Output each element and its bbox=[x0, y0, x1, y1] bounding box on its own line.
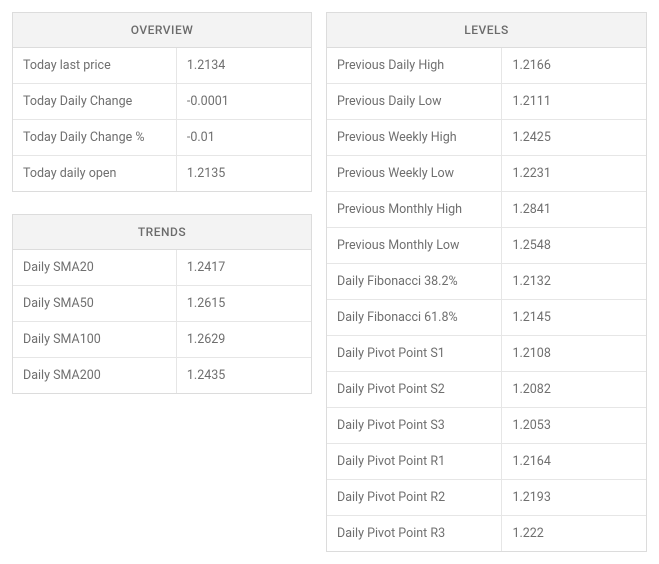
right-column: LEVELS Previous Daily High1.2166Previous… bbox=[326, 12, 647, 552]
overview-panel: OVERVIEW Today last price1.2134Today Dai… bbox=[12, 12, 312, 192]
row-value: 1.2135 bbox=[177, 156, 311, 191]
table-row: Today Daily Change-0.0001 bbox=[13, 84, 311, 120]
row-label: Daily Pivot Point S1 bbox=[327, 336, 502, 371]
table-row: Daily Pivot Point S31.2053 bbox=[327, 408, 646, 444]
levels-title: LEVELS bbox=[327, 13, 646, 48]
row-label: Previous Weekly Low bbox=[327, 156, 502, 191]
overview-body: Today last price1.2134Today Daily Change… bbox=[13, 48, 311, 191]
tables-container: OVERVIEW Today last price1.2134Today Dai… bbox=[12, 12, 647, 552]
row-label: Daily Pivot Point R2 bbox=[327, 480, 502, 515]
table-row: Daily SMA501.2615 bbox=[13, 286, 311, 322]
row-label: Daily Pivot Point R1 bbox=[327, 444, 502, 479]
row-value: 1.2111 bbox=[502, 84, 646, 119]
table-row: Previous Weekly High1.2425 bbox=[327, 120, 646, 156]
row-value: 1.222 bbox=[502, 516, 646, 551]
row-label: Previous Daily High bbox=[327, 48, 502, 83]
row-value: 1.2841 bbox=[502, 192, 646, 227]
table-row: Previous Weekly Low1.2231 bbox=[327, 156, 646, 192]
table-row: Daily SMA2001.2435 bbox=[13, 358, 311, 393]
row-label: Previous Weekly High bbox=[327, 120, 502, 155]
overview-title: OVERVIEW bbox=[13, 13, 311, 48]
table-row: Today last price1.2134 bbox=[13, 48, 311, 84]
row-value: 1.2166 bbox=[502, 48, 646, 83]
table-row: Previous Daily Low1.2111 bbox=[327, 84, 646, 120]
row-label: Today last price bbox=[13, 48, 177, 83]
row-value: 1.2193 bbox=[502, 480, 646, 515]
table-row: Daily Fibonacci 61.8%1.2145 bbox=[327, 300, 646, 336]
row-label: Daily SMA100 bbox=[13, 322, 177, 357]
row-value: 1.2164 bbox=[502, 444, 646, 479]
row-label: Daily SMA200 bbox=[13, 358, 177, 393]
row-label: Previous Monthly High bbox=[327, 192, 502, 227]
row-label: Previous Daily Low bbox=[327, 84, 502, 119]
table-row: Daily Pivot Point S21.2082 bbox=[327, 372, 646, 408]
left-column: OVERVIEW Today last price1.2134Today Dai… bbox=[12, 12, 312, 552]
row-label: Daily Pivot Point S2 bbox=[327, 372, 502, 407]
row-label: Daily Pivot Point R3 bbox=[327, 516, 502, 551]
levels-body: Previous Daily High1.2166Previous Daily … bbox=[327, 48, 646, 551]
row-label: Previous Monthly Low bbox=[327, 228, 502, 263]
table-row: Previous Daily High1.2166 bbox=[327, 48, 646, 84]
row-value: 1.2145 bbox=[502, 300, 646, 335]
table-row: Daily SMA201.2417 bbox=[13, 250, 311, 286]
table-row: Daily SMA1001.2629 bbox=[13, 322, 311, 358]
table-row: Daily Fibonacci 38.2%1.2132 bbox=[327, 264, 646, 300]
table-row: Today Daily Change %-0.01 bbox=[13, 120, 311, 156]
table-row: Today daily open1.2135 bbox=[13, 156, 311, 191]
row-label: Daily SMA20 bbox=[13, 250, 177, 285]
table-row: Daily Pivot Point R11.2164 bbox=[327, 444, 646, 480]
row-value: 1.2629 bbox=[177, 322, 311, 357]
trends-body: Daily SMA201.2417Daily SMA501.2615Daily … bbox=[13, 250, 311, 393]
row-label: Today daily open bbox=[13, 156, 177, 191]
row-label: Daily Fibonacci 38.2% bbox=[327, 264, 502, 299]
row-label: Daily Pivot Point S3 bbox=[327, 408, 502, 443]
row-value: 1.2132 bbox=[502, 264, 646, 299]
row-label: Today Daily Change bbox=[13, 84, 177, 119]
table-row: Daily Pivot Point R31.222 bbox=[327, 516, 646, 551]
levels-panel: LEVELS Previous Daily High1.2166Previous… bbox=[326, 12, 647, 552]
row-value: 1.2082 bbox=[502, 372, 646, 407]
row-value: 1.2134 bbox=[177, 48, 311, 83]
table-row: Daily Pivot Point S11.2108 bbox=[327, 336, 646, 372]
row-value: 1.2108 bbox=[502, 336, 646, 371]
table-row: Daily Pivot Point R21.2193 bbox=[327, 480, 646, 516]
row-label: Daily SMA50 bbox=[13, 286, 177, 321]
row-value: 1.2231 bbox=[502, 156, 646, 191]
trends-title: TRENDS bbox=[13, 215, 311, 250]
table-row: Previous Monthly High1.2841 bbox=[327, 192, 646, 228]
table-row: Previous Monthly Low1.2548 bbox=[327, 228, 646, 264]
row-value: 1.2615 bbox=[177, 286, 311, 321]
row-value: 1.2417 bbox=[177, 250, 311, 285]
row-value: 1.2548 bbox=[502, 228, 646, 263]
row-value: 1.2053 bbox=[502, 408, 646, 443]
row-value: -0.0001 bbox=[177, 84, 311, 119]
trends-panel: TRENDS Daily SMA201.2417Daily SMA501.261… bbox=[12, 214, 312, 394]
row-value: 1.2435 bbox=[177, 358, 311, 393]
row-value: 1.2425 bbox=[502, 120, 646, 155]
row-label: Today Daily Change % bbox=[13, 120, 177, 155]
row-value: -0.01 bbox=[177, 120, 311, 155]
row-label: Daily Fibonacci 61.8% bbox=[327, 300, 502, 335]
